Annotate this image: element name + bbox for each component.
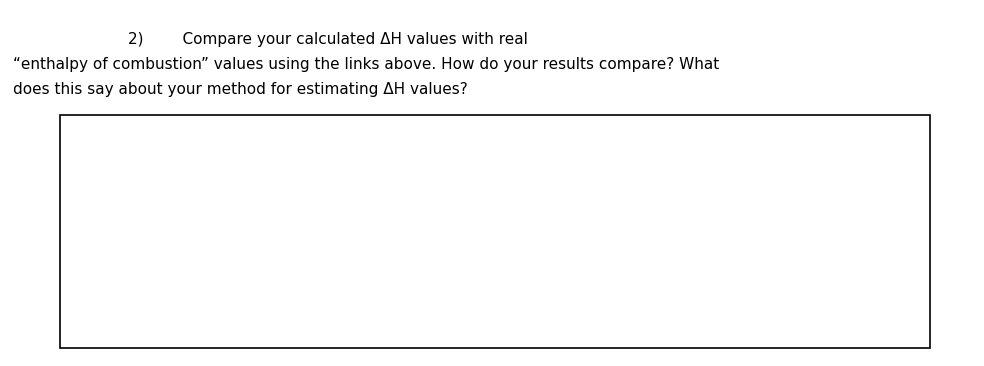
- Text: “enthalpy of combustion” values using the links above. How do your results compa: “enthalpy of combustion” values using th…: [13, 57, 719, 72]
- Text: does this say about your method for estimating ΔH values?: does this say about your method for esti…: [13, 82, 467, 97]
- Text: 2)        Compare your calculated ΔH values with real: 2) Compare your calculated ΔH values wit…: [128, 32, 527, 47]
- Bar: [60, 115, 930, 348]
